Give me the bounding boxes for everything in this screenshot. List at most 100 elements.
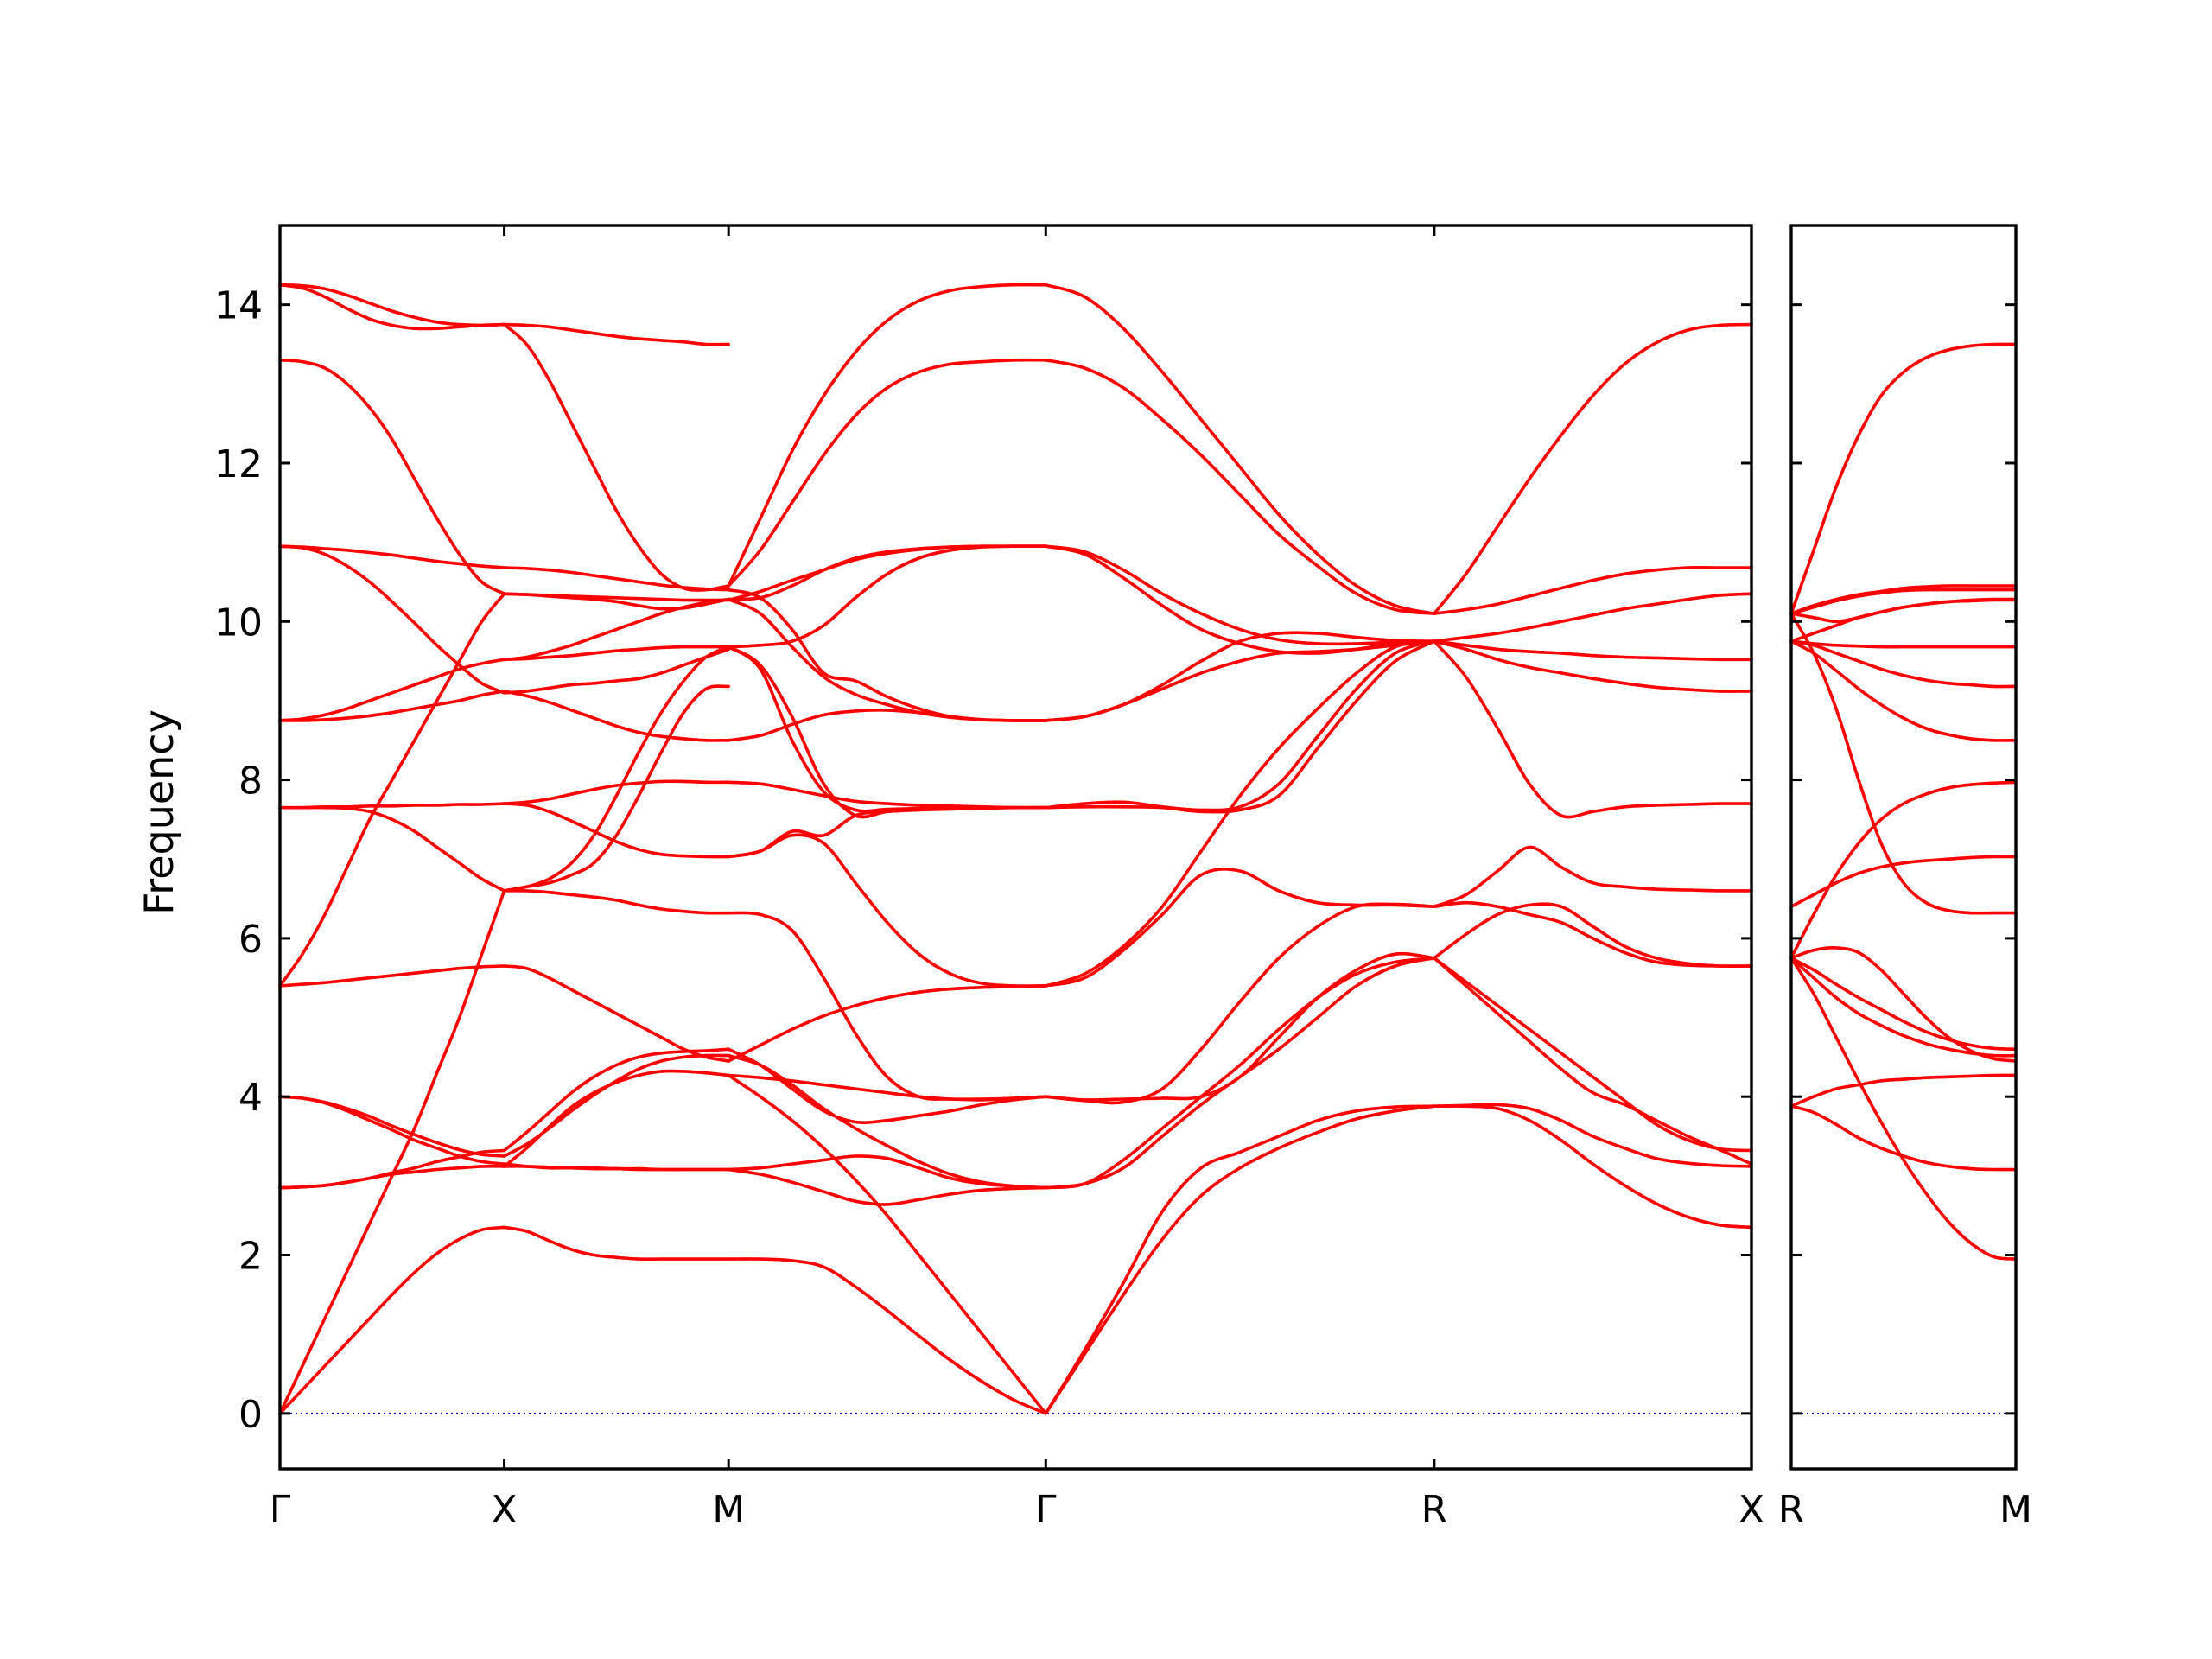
band-line-p1-s2-b20 (502, 322, 730, 592)
band-line-p2-s1-b6 (1789, 945, 2018, 1063)
band-line-p1-s2-b14 (502, 647, 730, 695)
band-line-p1-s4-b15 (1044, 359, 1436, 615)
y-tick-label: 6 (238, 918, 263, 962)
y-axis-label: Frequency (136, 709, 182, 915)
band-line-p1-s1-b1 (278, 1225, 506, 1415)
band-line-p1-s2-b4 (502, 1162, 730, 1172)
band-line-p1-s3-b6 (727, 1047, 1048, 1124)
band-line-p1-s4-b3 (1044, 957, 1436, 1190)
y-tick-label: 4 (238, 1076, 263, 1120)
band-line-p1-s4-b6 (1044, 951, 1436, 1102)
band-line-p1-s1-b2 (278, 889, 506, 1415)
band-line-p1-s3-b20 (727, 544, 1048, 602)
band-line-p1-s5-b2 (1433, 1103, 1753, 1168)
band-line-p2-s1-b3 (1789, 1073, 2018, 1108)
band-line-p1-s1-b12 (278, 658, 506, 722)
band-line-p1-s4-b5 (1044, 902, 1436, 1105)
band-line-p1-s5-b9 (1433, 639, 1753, 662)
x-tick-label: M (712, 1488, 745, 1532)
band-line-p1-s1-b15 (278, 359, 506, 595)
x-tick-label: Γ (270, 1488, 291, 1532)
band-line-p1-s2-b12 (502, 779, 730, 805)
band-line-p2-s1-b12 (1789, 639, 2018, 649)
band-line-p1-s1-b11 (278, 690, 506, 722)
band-line-p1-s3-b10 (727, 833, 1048, 988)
band-line-p1-s1-b9 (278, 805, 506, 893)
band-line-p1-s3-b17 (727, 588, 1048, 722)
band-line-p2-s1-b4 (1789, 957, 2018, 1058)
band-line-p1-s5-b1 (1433, 1104, 1753, 1230)
band-line-p1-s2-b8 (502, 684, 730, 893)
y-tick-label: 10 (214, 601, 263, 645)
band-line-p2-s1-b8 (1789, 780, 2018, 960)
x-tick-label: X (492, 1488, 518, 1532)
band-line-p1-s2-b9 (502, 888, 730, 915)
band-line-p2-s1-b16 (1789, 598, 2018, 624)
band-line-p1-s2-b15 (502, 645, 730, 662)
band-line-p1-s3-b22 (727, 283, 1048, 588)
x-tick-label: M (1999, 1488, 2032, 1532)
band-line-p1-s1-b17 (278, 283, 506, 331)
band-line-p1-s2-b21 (502, 322, 730, 346)
band-line-p1-s4-b1 (1044, 1104, 1436, 1415)
band-line-p1-s2-b2 (502, 1069, 730, 1168)
x-tick-label: R (1778, 1488, 1805, 1532)
band-line-p1-s2-b10 (502, 802, 730, 859)
band-line-p1-s5-b10 (1433, 639, 1753, 693)
plot-frame (1789, 224, 2018, 1471)
band-line-p1-s2-b1 (502, 1225, 730, 1262)
x-tick-label: Γ (1035, 1488, 1057, 1532)
band-line-p1-s2-b13 (502, 690, 730, 742)
y-tick-label: 0 (238, 1393, 263, 1437)
band-line-p1-s1-b6 (278, 1095, 506, 1158)
y-tick-label: 12 (214, 442, 263, 486)
band-line-p1-s3-b14 (727, 645, 1048, 819)
band-line-p1-s3-b15 (727, 708, 1048, 742)
band-line-p2-s1-b9 (1789, 612, 2018, 915)
band-line-p1-s4-b2 (1044, 1104, 1436, 1415)
band-line-p1-s3-b9 (727, 911, 1048, 1102)
x-tick-label: X (1738, 1488, 1764, 1532)
band-line-p2-s1-b11 (1789, 639, 2018, 689)
bands-panel-2 (1789, 342, 2018, 1261)
band-line-p1-s2-b11 (502, 645, 730, 893)
band-line-p1-s3-b8 (727, 984, 1048, 1063)
band-line-p2-s1-b1 (1789, 957, 2018, 1261)
band-line-p1-s5-b11 (1433, 592, 1753, 643)
band-line-p2-s1-b2 (1789, 1104, 2018, 1172)
band-line-p1-s1-b10 (278, 802, 506, 810)
band-line-p1-s4-b13 (1044, 544, 1436, 655)
band-line-p1-s5-b4 (1433, 957, 1753, 1153)
band-line-p1-s3-b4 (727, 1167, 1048, 1206)
band-line-p1-s4-b14 (1044, 544, 1436, 646)
band-line-p1-s2-b7 (502, 964, 730, 1063)
y-tick-label: 8 (238, 760, 263, 804)
band-line-p1-s3-b13 (727, 780, 1048, 810)
band-line-p2-s1-b17 (1789, 342, 2018, 615)
band-line-p1-s2-b5 (502, 1053, 730, 1158)
band-line-p1-s1-b7 (278, 964, 506, 988)
band-line-p1-s4-b7 (1044, 868, 1436, 988)
band-line-p1-s2-b19 (502, 592, 730, 602)
band-line-p1-s5-b12 (1433, 565, 1753, 615)
band-line-p1-s1-b8 (278, 592, 506, 988)
plot-frame (278, 224, 1753, 1471)
band-line-p2-s1-b15 (1789, 584, 2018, 615)
band-line-p1-s4-b8 (1044, 639, 1436, 812)
bands-panel-1 (278, 283, 1753, 1415)
band-line-p2-s1-b10 (1789, 639, 2018, 742)
x-tick-label: R (1421, 1488, 1448, 1532)
band-line-p1-s4-b16 (1044, 283, 1436, 615)
band-line-p1-s3-b2 (727, 1073, 1048, 1415)
band-line-p2-s1-b5 (1789, 957, 2018, 1051)
band-line-p1-s4-b10 (1044, 639, 1436, 814)
band-line-p1-s3-b18 (727, 544, 1048, 649)
panel-1: 0 2 4 6 8 10 12 14 Γ X M Γ R X (214, 224, 1764, 1532)
band-line-p1-s5-b5 (1433, 845, 1753, 908)
band-line-p1-s3-b11 (727, 805, 1048, 859)
band-line-p1-s5-b8 (1433, 639, 1753, 819)
band-line-p1-s5-b7 (1433, 900, 1753, 968)
